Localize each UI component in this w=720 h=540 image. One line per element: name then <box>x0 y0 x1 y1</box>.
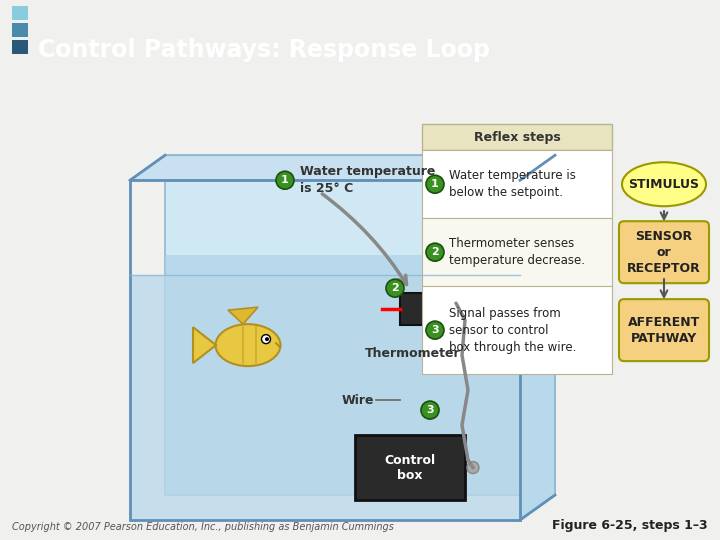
FancyBboxPatch shape <box>422 124 612 150</box>
Ellipse shape <box>265 337 269 341</box>
Text: 2: 2 <box>431 247 439 257</box>
FancyBboxPatch shape <box>400 293 442 325</box>
FancyBboxPatch shape <box>12 40 28 54</box>
FancyBboxPatch shape <box>422 150 612 218</box>
Text: 1: 1 <box>431 179 439 189</box>
Text: SENSOR
or
RECEPTOR: SENSOR or RECEPTOR <box>627 230 701 275</box>
Text: Figure 6-25, steps 1–3: Figure 6-25, steps 1–3 <box>552 519 708 532</box>
Text: 3: 3 <box>431 325 438 335</box>
FancyBboxPatch shape <box>355 435 465 500</box>
FancyBboxPatch shape <box>12 23 28 37</box>
Text: Water temperature
is 25° C: Water temperature is 25° C <box>300 165 436 195</box>
Text: Water temperature is
below the setpoint.: Water temperature is below the setpoint. <box>449 169 576 199</box>
FancyBboxPatch shape <box>422 286 612 374</box>
Ellipse shape <box>622 162 706 206</box>
Text: 1: 1 <box>281 176 289 185</box>
Text: AFFERENT
PATHWAY: AFFERENT PATHWAY <box>628 316 700 345</box>
Ellipse shape <box>215 324 281 366</box>
FancyBboxPatch shape <box>12 6 28 20</box>
Ellipse shape <box>421 401 439 419</box>
Ellipse shape <box>426 243 444 261</box>
Ellipse shape <box>261 335 271 343</box>
Polygon shape <box>165 156 555 495</box>
Text: 2: 2 <box>391 283 399 293</box>
FancyBboxPatch shape <box>130 275 520 520</box>
Text: Control
box: Control box <box>384 454 436 482</box>
Ellipse shape <box>386 279 404 297</box>
Text: Thermometer: Thermometer <box>365 347 461 360</box>
Ellipse shape <box>426 176 444 193</box>
Text: STIMULUS: STIMULUS <box>629 178 700 191</box>
FancyBboxPatch shape <box>619 299 709 361</box>
Polygon shape <box>520 156 555 520</box>
Polygon shape <box>193 327 216 363</box>
Text: Signal passes from
sensor to control
box through the wire.: Signal passes from sensor to control box… <box>449 307 577 354</box>
Ellipse shape <box>467 462 479 474</box>
Text: Control Pathways: Response Loop: Control Pathways: Response Loop <box>38 38 490 62</box>
Text: 3: 3 <box>426 405 434 415</box>
Ellipse shape <box>426 321 444 339</box>
Polygon shape <box>228 307 258 324</box>
FancyBboxPatch shape <box>619 221 709 283</box>
Text: Wire: Wire <box>341 394 374 407</box>
Ellipse shape <box>276 171 294 189</box>
Text: Copyright © 2007 Pearson Education, Inc., publishing as Benjamin Cummings: Copyright © 2007 Pearson Education, Inc.… <box>12 522 394 532</box>
Polygon shape <box>165 255 555 495</box>
Text: Thermometer senses
temperature decrease.: Thermometer senses temperature decrease. <box>449 237 585 267</box>
FancyBboxPatch shape <box>422 218 612 286</box>
Text: Reflex steps: Reflex steps <box>474 131 560 144</box>
Polygon shape <box>130 156 555 180</box>
Ellipse shape <box>444 297 456 309</box>
